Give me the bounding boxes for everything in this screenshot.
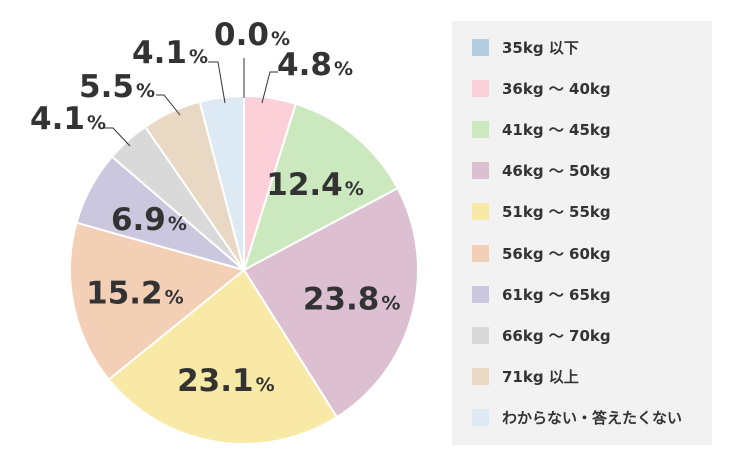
data-label-5: 15.2%: [86, 275, 184, 311]
legend-label: 36kg ～ 40kg: [502, 79, 611, 98]
legend-swatch: [472, 368, 489, 386]
legend-swatch: [472, 409, 489, 427]
leader-line-1: [261, 71, 278, 104]
legend-swatch: [472, 79, 489, 97]
data-label-7: 4.1%: [30, 101, 106, 137]
legend-item-3: 46kg ～ 50kg: [472, 161, 611, 181]
legend-label: 71kg 以上: [502, 368, 579, 387]
legend-item-7: 66kg ～ 70kg: [472, 325, 611, 345]
legend-label: 66kg ～ 70kg: [502, 326, 611, 345]
legend-item-8: 71kg 以上: [472, 367, 579, 387]
legend-item-0: 35kg 以下: [472, 37, 579, 57]
legend-swatch: [472, 285, 489, 303]
leader-line-9: [208, 61, 226, 104]
legend-label: 46kg ～ 50kg: [502, 162, 611, 181]
legend-label: 41kg ～ 45kg: [502, 120, 611, 139]
data-label-9: 4.1%: [132, 35, 208, 71]
pie-slice-4: [107, 268, 339, 445]
data-label-8: 5.5%: [79, 69, 155, 105]
pie-slice-3: [242, 186, 419, 419]
legend-label: 35kg 以下: [502, 38, 579, 57]
data-label-2: 12.4%: [266, 167, 364, 203]
legend-item-6: 61kg ～ 65kg: [472, 284, 611, 304]
pie-slice-2: [242, 102, 399, 273]
legend-label: 51kg ～ 55kg: [502, 203, 611, 222]
legend-item-1: 36kg ～ 40kg: [472, 78, 611, 98]
legend-label: わからない・答えたくない: [502, 409, 683, 428]
legend-item-4: 51kg ～ 55kg: [472, 202, 611, 222]
legend-swatch: [472, 326, 489, 344]
legend-swatch: [472, 120, 489, 138]
legend-swatch: [472, 162, 489, 180]
leader-line-7: [103, 127, 131, 147]
data-labels: 0.0 %4.8 % 12.4 % 23.8 % 23.1 % 15.2 % 6.9 % 4.1 %5.5%…: [30, 17, 400, 399]
data-label-4: 23.1%: [177, 363, 275, 399]
pie-slices: [69, 94, 419, 445]
legend-item-9: わからない・答えたくない: [472, 408, 682, 428]
leader-lines: [103, 58, 278, 147]
legend-item-2: 41kg ～ 45kg: [472, 119, 611, 139]
data-label-0: 0.0%: [214, 17, 290, 53]
leader-line-8: [156, 94, 181, 116]
legend-label: 61kg ～ 65kg: [502, 285, 611, 304]
legend-item-5: 56kg ～ 60kg: [472, 243, 611, 263]
data-label-3: 23.8%: [303, 282, 401, 318]
legend-label: 56kg ～ 60kg: [502, 244, 611, 263]
legend-swatch: [472, 203, 489, 221]
legend-swatch: [472, 38, 489, 56]
legend: 35kg 以下 36kg ～ 40kg 41kg ～ 45kg 46kg ～ 50kg…: [452, 21, 712, 445]
data-label-1: 4.8%: [277, 47, 353, 83]
legend-swatch: [472, 244, 489, 262]
pie-slice-5: [69, 221, 247, 381]
data-label-6: 6.9%: [111, 202, 187, 238]
